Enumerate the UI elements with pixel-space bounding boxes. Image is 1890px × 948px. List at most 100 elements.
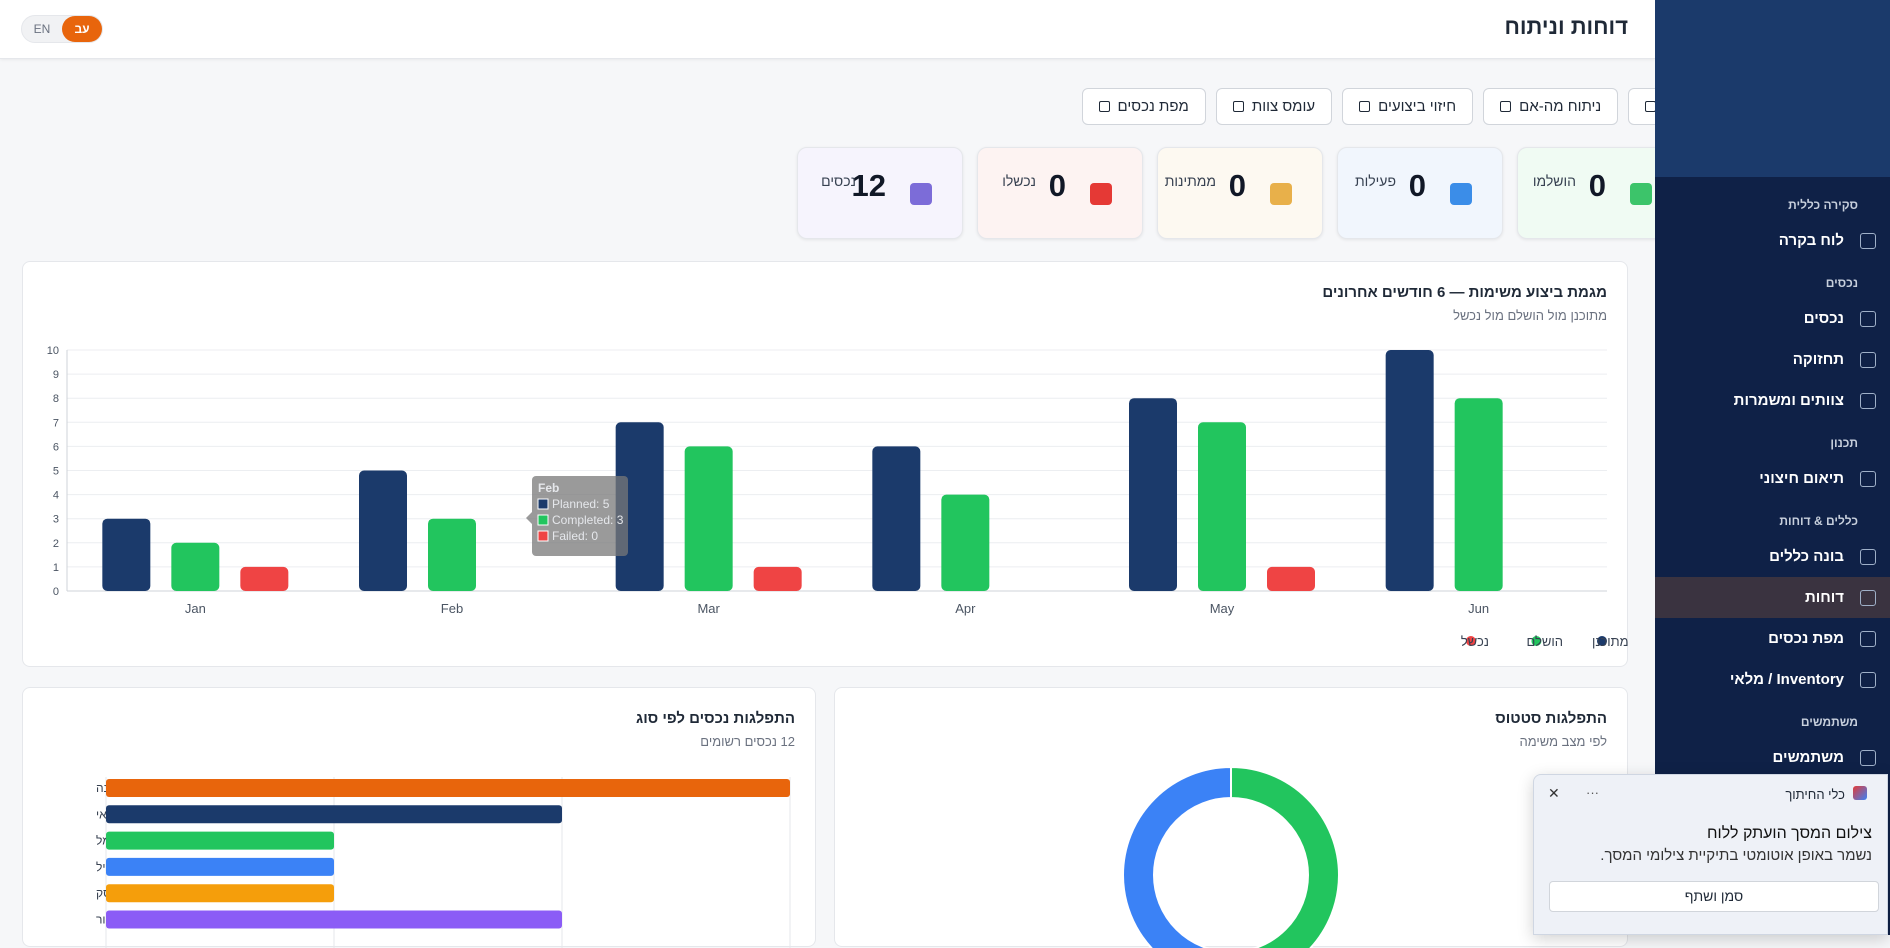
tooltip-swatch: [537, 530, 549, 542]
card-title: התפלגות נכסים לפי סוג: [636, 710, 795, 727]
bar: [106, 779, 790, 797]
kpi-icon: [1090, 183, 1112, 205]
asset-type-card: התפלגות נכסים לפי סוג 12 נכסים רשומים טו…: [22, 687, 816, 948]
bar: [106, 884, 334, 903]
tooltip-line: Completed: 3: [552, 513, 624, 527]
tab[interactable]: מפת נכסים: [1081, 88, 1206, 125]
y-tick-label: 7: [53, 417, 59, 429]
nav-item[interactable]: לוח בקרה: [1655, 220, 1890, 261]
tab[interactable]: חיזוי ביצועים: [1342, 88, 1474, 125]
toast-menu[interactable]: ···: [1586, 785, 1599, 800]
bar: [106, 831, 334, 850]
x-tick-label: Jun: [1468, 601, 1489, 616]
tab[interactable]: ניתוח מה-אם: [1483, 88, 1619, 125]
bar: [872, 446, 921, 591]
kpi-label: נכשלו: [1002, 173, 1036, 189]
y-tick-label: 5: [53, 466, 59, 478]
sidebar-nav: סקירה כללית לוח בקרה נכסים נכסים תחזוקה צוותי…: [1655, 183, 1890, 778]
card-title: התפלגות סטטוס: [1495, 710, 1607, 727]
status-card: התפלגות סטטוס לפי מצב משימה: [834, 687, 1628, 948]
nav-item[interactable]: דוחות: [1655, 577, 1890, 618]
nav-item[interactable]: בונה כללים: [1655, 536, 1890, 577]
legend-swatch: [1465, 636, 1476, 646]
nav-label: Inventory / מלאי: [1729, 671, 1844, 688]
nav-item[interactable]: נכסים: [1655, 298, 1890, 339]
nav-item[interactable]: משתמשים: [1655, 737, 1890, 778]
trend-card: מגמת ביצוע משימות — 6 חודשים אחרונים מתו…: [22, 261, 1629, 667]
nav-icon: [1860, 631, 1876, 647]
nav-item[interactable]: תיאום חיצוני: [1655, 458, 1890, 499]
bar: [240, 566, 289, 591]
y-tick-label: 2: [53, 538, 59, 550]
nav-item[interactable]: תחזוקה: [1655, 339, 1890, 380]
bar: [171, 542, 220, 591]
nav-item[interactable]: מפת נכסים: [1655, 618, 1890, 659]
bar: [106, 857, 334, 876]
nav-section: סקירה כללית: [1788, 198, 1858, 212]
kpi-card: 12 נכסים: [797, 147, 963, 239]
nav-icon: [1860, 590, 1876, 606]
tab-icon: [1359, 101, 1371, 112]
x-tick-label: Mar: [697, 601, 720, 616]
toast-close[interactable]: ✕: [1548, 785, 1560, 801]
tab-label: מפת נכסים: [1117, 98, 1189, 115]
card-title: מגמת ביצוע משימות — 6 חודשים אחרונים: [1322, 284, 1607, 301]
nav-item[interactable]: צוותים ומשמרות: [1655, 380, 1890, 421]
y-tick-label: 1: [53, 562, 59, 574]
nav-label: בונה כללים: [1769, 548, 1844, 565]
tooltip-line: Failed: 0: [552, 529, 598, 543]
bar: [1198, 422, 1246, 591]
donut-chart: [1122, 765, 1340, 948]
bar: [102, 518, 151, 591]
donut-segment: [1230, 765, 1340, 948]
legend-label: נכשל: [1461, 634, 1489, 649]
nav-icon: [1860, 672, 1876, 688]
nav-icon: [1860, 393, 1876, 409]
card-subtitle: לפי מצב משימה: [1519, 734, 1607, 749]
kpi-icon: [1450, 183, 1472, 205]
nav-label: תיאום חיצוני: [1759, 470, 1844, 487]
nav-icon: [1860, 471, 1876, 487]
sidebar-logo-area: [1655, 0, 1890, 177]
tab-icon: [1232, 101, 1244, 112]
toast-body: נשמר באופן אוטומטי בתיקיית צילומי המסך.: [1600, 847, 1872, 864]
kpi-icon: [1630, 183, 1652, 205]
tooltip-title: Feb: [538, 481, 559, 495]
kpi-label: ממתינות: [1164, 173, 1216, 189]
bar: [1129, 398, 1177, 591]
bar: [753, 566, 802, 591]
lang-toggle[interactable]: EN עב: [21, 15, 103, 43]
tab-icon: [1098, 101, 1110, 112]
kpi-value: 0: [1048, 168, 1066, 203]
donut-segment: [1122, 765, 1232, 948]
y-tick-label: 0: [53, 586, 59, 598]
bar: [1385, 350, 1434, 591]
bar: [1454, 398, 1503, 591]
nav-section: כללים & דוחות: [1779, 514, 1858, 528]
kpi-card: 0 ממתינות: [1157, 147, 1323, 239]
tab-label: חיזוי ביצועים: [1378, 98, 1457, 115]
toast-button[interactable]: סמן ושתף: [1549, 881, 1879, 912]
tab-label: עומס צוות: [1251, 98, 1316, 115]
tab-icon: [1500, 101, 1512, 112]
tooltip: [532, 476, 628, 556]
nav-label: דוחות: [1804, 589, 1844, 606]
y-tick-label: 10: [47, 345, 59, 357]
app-icon: [1853, 786, 1867, 800]
tab[interactable]: עומס צוות: [1215, 88, 1333, 125]
kpi-icon: [910, 183, 932, 205]
lang-option[interactable]: עב: [62, 16, 102, 42]
kpi-label: הושלמו: [1532, 173, 1576, 189]
tooltip-swatch: [537, 514, 549, 526]
tooltip-arrow: [526, 512, 532, 524]
tooltip-line: Planned: 5: [552, 497, 610, 511]
nav-item[interactable]: Inventory / מלאי: [1655, 659, 1890, 700]
kpi-card: 0 נכשלו: [977, 147, 1143, 239]
nav-section: משתמשים: [1800, 715, 1858, 729]
card-subtitle: מתוכנן מול הושלם מול נכשל: [1453, 308, 1607, 323]
kpi-value: 12: [851, 168, 886, 203]
lang-option[interactable]: EN: [33, 22, 51, 36]
nav-label: צוותים ומשמרות: [1733, 392, 1844, 409]
x-tick-label: Jan: [185, 601, 206, 616]
